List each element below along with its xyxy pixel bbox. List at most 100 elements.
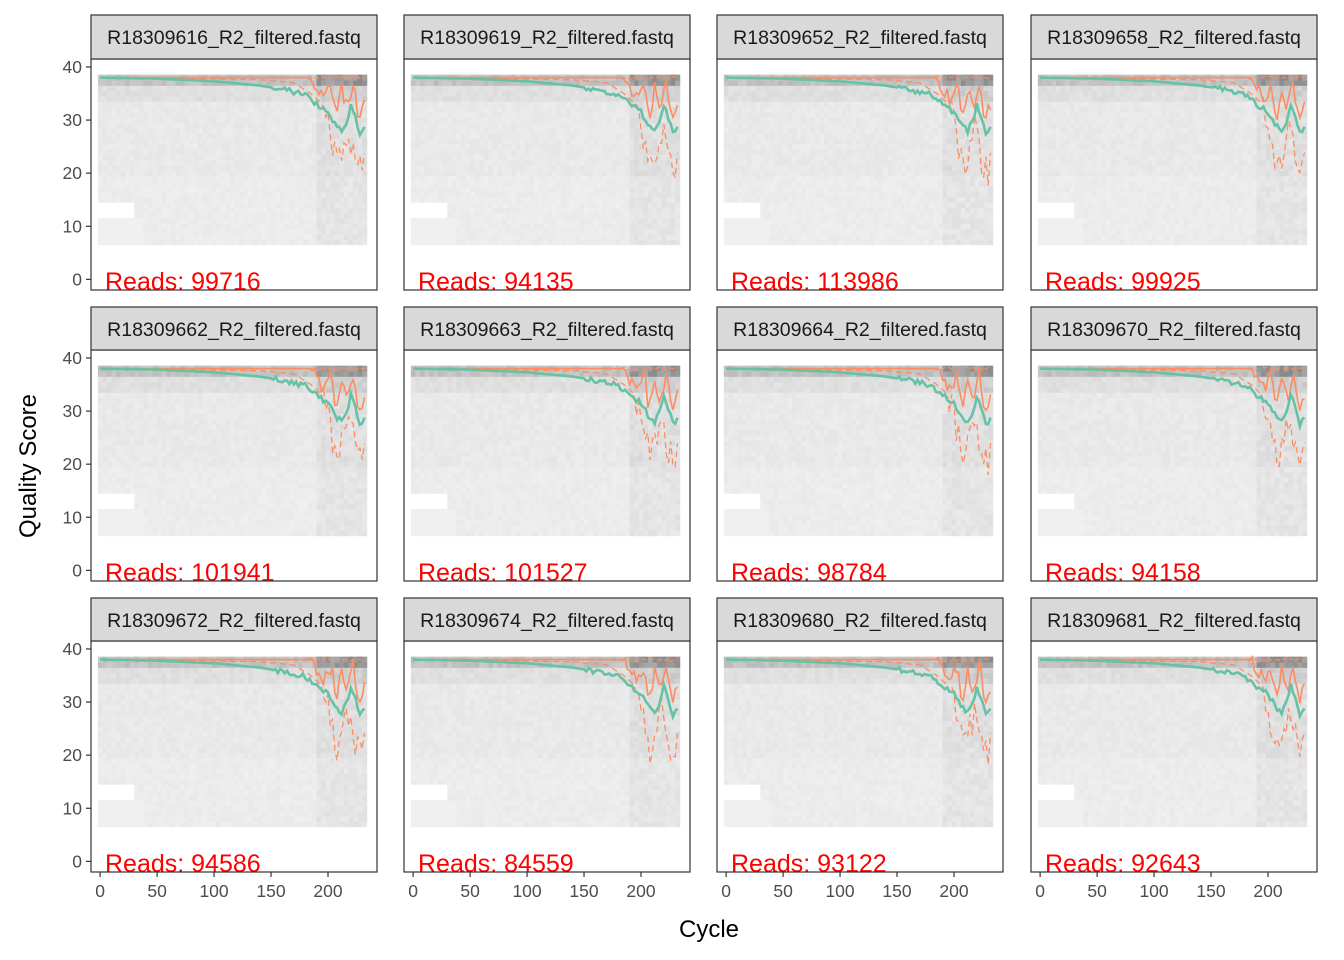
facet-panel: Reads: 94158 R18309670_R2_filtered.fastq xyxy=(1030,306,1318,587)
quality-heatmap xyxy=(1037,74,1308,246)
x-tick-label: 200 xyxy=(1253,881,1282,901)
facet-panel: Reads: 94586 R18309672_R2_filtered.fastq 0… xyxy=(63,597,378,901)
y-tick-label: 20 xyxy=(63,454,83,474)
facet-strip-title: R18309619_R2_filtered.fastq xyxy=(420,27,674,49)
facet-strip xyxy=(90,597,378,642)
mean-line xyxy=(413,658,679,721)
quality-heatmap xyxy=(1037,365,1308,537)
y-tick-label: 0 xyxy=(72,269,82,289)
x-tick-label: 0 xyxy=(721,881,731,901)
facet-strip xyxy=(90,306,378,351)
quality-heatmap xyxy=(97,365,368,537)
y-tick-label: 30 xyxy=(63,110,83,130)
y-tick-label: 0 xyxy=(72,560,82,580)
y-tick-label: 0 xyxy=(72,851,82,871)
reads-count-label: Reads: 99716 xyxy=(105,268,261,296)
mean-line xyxy=(726,367,992,426)
quality-heatmap xyxy=(97,74,368,246)
reads-count-label: Reads: 94135 xyxy=(418,268,574,296)
reads-count-label: Reads: 101527 xyxy=(418,559,588,587)
facet-strip-title: R18309680_R2_filtered.fastq xyxy=(733,610,987,632)
quality-heatmap xyxy=(410,365,681,537)
x-tick-label: 100 xyxy=(1139,881,1168,901)
quality-heatmap xyxy=(97,656,368,828)
x-tick-label: 0 xyxy=(95,881,105,901)
facet-strip-title: R18309672_R2_filtered.fastq xyxy=(107,610,361,632)
facet-panel: Reads: 101941 R18309662_R2_filtered.fastq… xyxy=(63,306,378,587)
reads-count-label: Reads: 99925 xyxy=(1045,268,1201,296)
x-tick-label: 50 xyxy=(1087,881,1107,901)
x-axis-title: Cycle xyxy=(679,916,739,943)
y-tick-label: 20 xyxy=(63,745,83,765)
quality-heatmap xyxy=(723,656,994,828)
y-tick-label: 40 xyxy=(63,348,83,368)
x-tick-label: 100 xyxy=(512,881,541,901)
facet-strip xyxy=(716,14,1004,60)
mean-line xyxy=(100,76,366,139)
facet-strip-title: R18309670_R2_filtered.fastq xyxy=(1047,319,1301,341)
facet-strip xyxy=(403,306,691,351)
facet-strip-title: R18309616_R2_filtered.fastq xyxy=(107,27,361,49)
mean-line xyxy=(1040,367,1306,432)
x-tick-label: 50 xyxy=(147,881,167,901)
quality-heatmap xyxy=(723,74,994,246)
x-tick-label: 200 xyxy=(313,881,342,901)
y-axis-title: Quality Score xyxy=(15,394,42,538)
reads-count-label: Reads: 101941 xyxy=(105,559,275,587)
facet-panel: Reads: 101527 R18309663_R2_filtered.fastq xyxy=(403,306,691,587)
facet-strip xyxy=(716,597,1004,642)
mean-line xyxy=(1040,76,1306,134)
facet-strip-title: R18309652_R2_filtered.fastq xyxy=(733,27,987,49)
reads-count-label: Reads: 84559 xyxy=(418,850,574,878)
facet-panel: Reads: 92643 R18309681_R2_filtered.fastq 0… xyxy=(1030,597,1318,901)
mean-line xyxy=(413,76,679,134)
x-tick-label: 0 xyxy=(408,881,418,901)
y-tick-label: 40 xyxy=(63,639,83,659)
y-tick-label: 20 xyxy=(63,163,83,183)
facet-strip-title: R18309674_R2_filtered.fastq xyxy=(420,610,674,632)
facet-panel: Reads: 84559 R18309674_R2_filtered.fastq 0… xyxy=(403,597,691,901)
x-tick-label: 100 xyxy=(199,881,228,901)
quality-heatmap xyxy=(1037,656,1308,828)
x-tick-label: 50 xyxy=(460,881,480,901)
facet-panel: Reads: 93122 R18309680_R2_filtered.fastq 0… xyxy=(716,597,1004,901)
facet-panel: Reads: 94135 R18309619_R2_filtered.fastq xyxy=(403,14,691,296)
mean-line xyxy=(100,367,366,427)
mean-line xyxy=(100,658,366,718)
facet-strip-title: R18309662_R2_filtered.fastq xyxy=(107,319,361,341)
x-tick-label: 200 xyxy=(939,881,968,901)
reads-count-label: Reads: 92643 xyxy=(1045,850,1201,878)
quality-heatmap xyxy=(723,365,994,537)
mean-line xyxy=(413,367,679,428)
x-tick-label: 150 xyxy=(1196,881,1225,901)
y-tick-label: 10 xyxy=(63,798,83,818)
facet-panel: Reads: 99925 R18309658_R2_filtered.fastq xyxy=(1030,14,1318,296)
facet-strip-title: R18309664_R2_filtered.fastq xyxy=(733,319,987,341)
reads-count-label: Reads: 94158 xyxy=(1045,559,1201,587)
facet-panels: Reads: 99716 R18309616_R2_filtered.fastq 0… xyxy=(63,14,1318,901)
facet-strip xyxy=(90,14,378,60)
facet-strip-title: R18309681_R2_filtered.fastq xyxy=(1047,610,1301,632)
facet-panel: Reads: 99716 R18309616_R2_filtered.fastq 0… xyxy=(63,14,378,296)
reads-count-label: Reads: 94586 xyxy=(105,850,261,878)
facet-strip xyxy=(1030,306,1318,351)
reads-count-label: Reads: 93122 xyxy=(731,850,887,878)
facet-strip-title: R18309658_R2_filtered.fastq xyxy=(1047,27,1301,49)
x-tick-label: 100 xyxy=(825,881,854,901)
facet-panel: Reads: 113986 R18309652_R2_filtered.fastq xyxy=(716,14,1004,296)
y-tick-label: 30 xyxy=(63,692,83,712)
facet-panel: Reads: 98784 R18309664_R2_filtered.fastq xyxy=(716,306,1004,587)
x-tick-label: 200 xyxy=(626,881,655,901)
facet-strip xyxy=(1030,14,1318,60)
mean-line xyxy=(726,76,992,138)
facet-strip xyxy=(403,14,691,60)
reads-count-label: Reads: 113986 xyxy=(731,268,899,296)
quality-heatmap xyxy=(410,656,681,828)
x-tick-label: 150 xyxy=(256,881,285,901)
x-tick-label: 150 xyxy=(569,881,598,901)
x-tick-label: 0 xyxy=(1035,881,1045,901)
y-tick-label: 10 xyxy=(63,216,83,236)
x-tick-label: 50 xyxy=(773,881,793,901)
reads-count-label: Reads: 98784 xyxy=(731,559,887,587)
mean-line xyxy=(1040,658,1306,720)
